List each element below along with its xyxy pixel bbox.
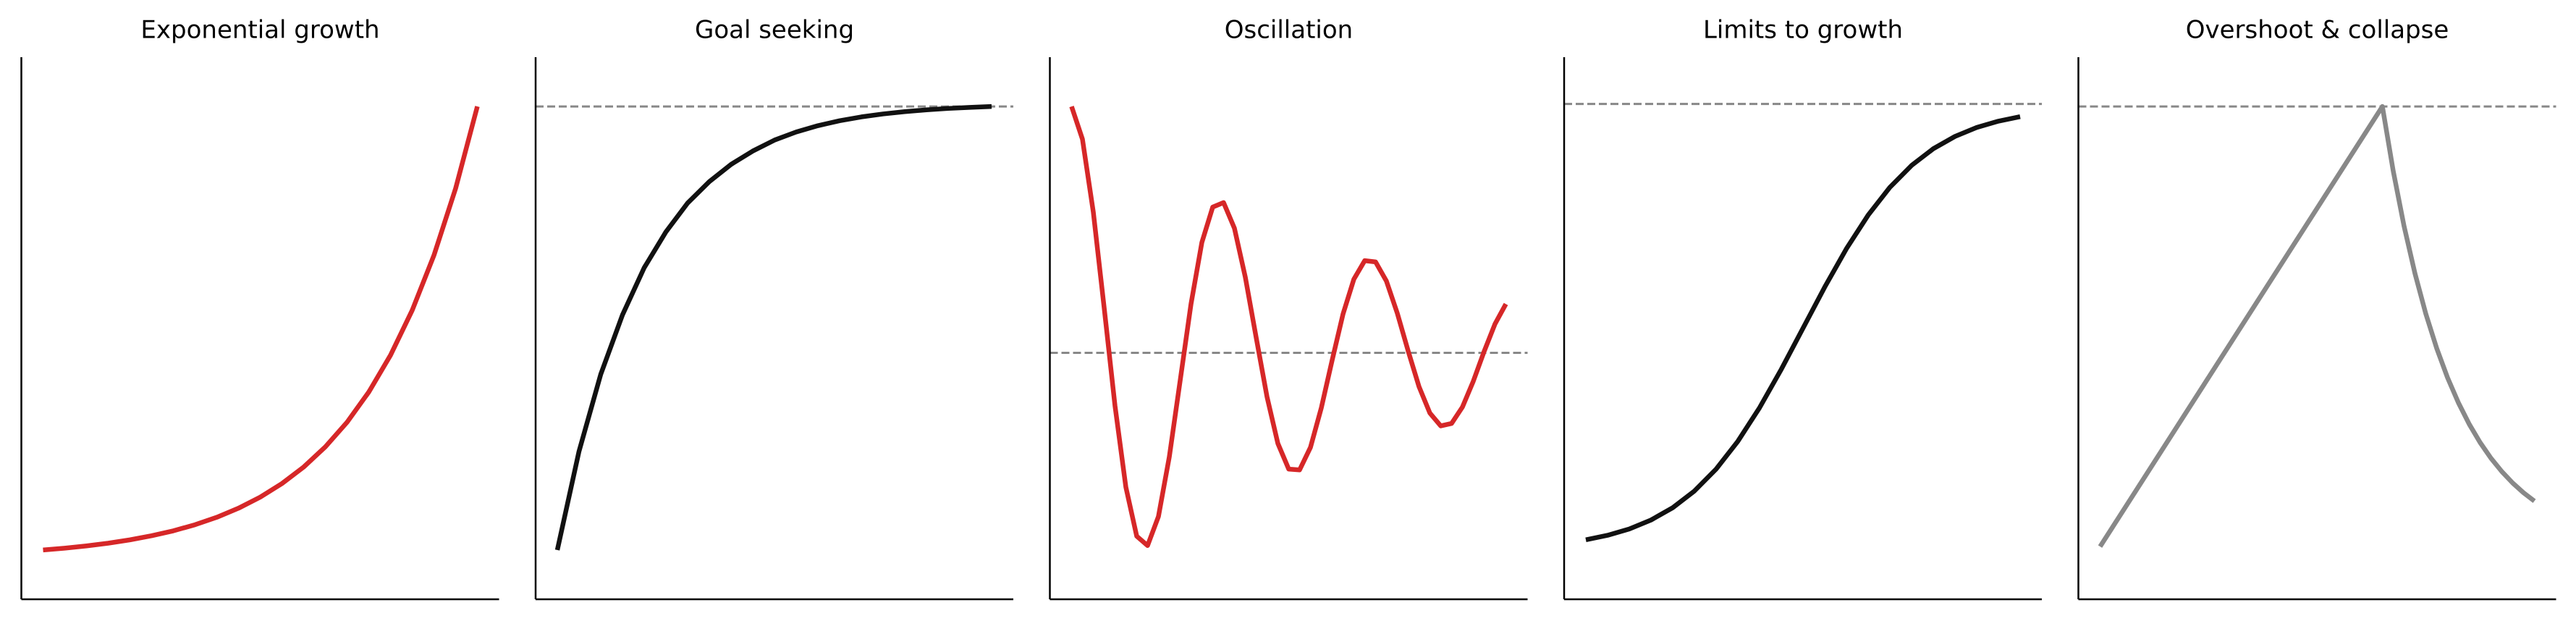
panel: Limits to growth — [1563, 16, 2042, 601]
data-line — [554, 104, 992, 551]
data-line — [1585, 114, 2021, 542]
data-line — [1069, 106, 1508, 549]
panel-title: Exponential growth — [140, 16, 379, 45]
panel: Goal seeking — [534, 16, 1013, 601]
panel-title: Limits to growth — [1703, 16, 1903, 45]
panel: Oscillation — [1049, 16, 1528, 601]
panel-title: Goal seeking — [695, 16, 854, 45]
data-line — [2098, 104, 2536, 548]
panel: Overshoot & collapse — [2077, 16, 2556, 601]
panel-title: Oscillation — [1225, 16, 1353, 45]
panel: Exponential growth — [20, 16, 499, 601]
panel-title: Overshoot & collapse — [2186, 16, 2449, 45]
data-line — [43, 106, 480, 553]
